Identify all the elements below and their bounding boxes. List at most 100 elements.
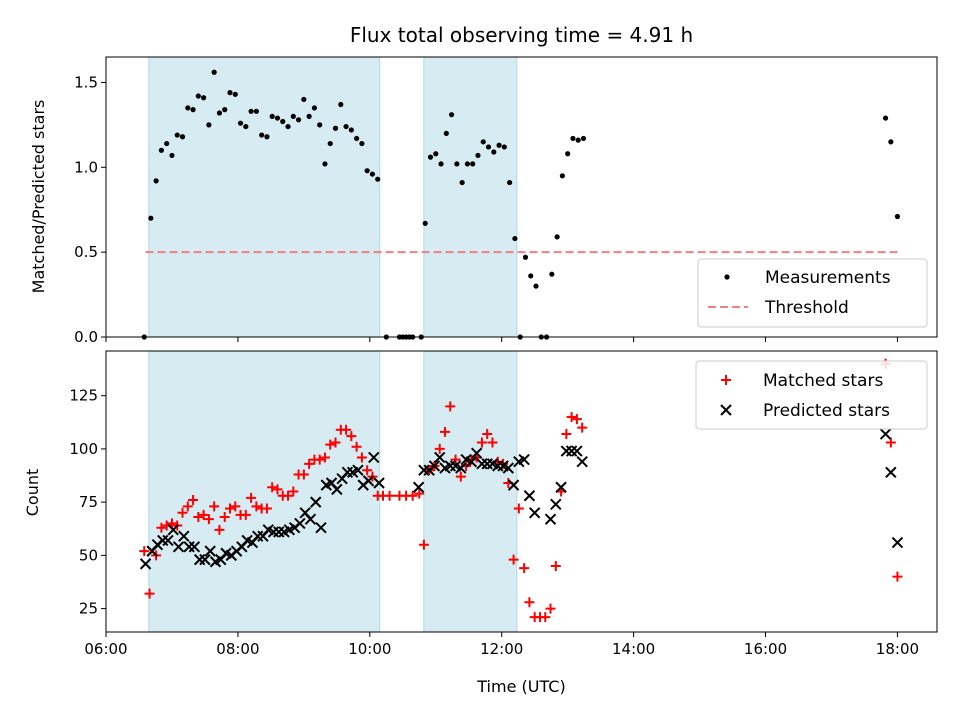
- predicted-star-point: [523, 490, 536, 502]
- bottom-x-tick-label: 18:00: [876, 640, 919, 658]
- bottom-y-tick-label: 25: [79, 600, 98, 618]
- measurement-point: [311, 105, 318, 111]
- top-y-axis-label: Matched/Predicted stars: [29, 100, 48, 294]
- predicted-star-point: [139, 558, 152, 570]
- matched-star-point: [314, 454, 325, 465]
- predicted-star-point: [162, 534, 174, 547]
- matched-star-point: [513, 503, 524, 514]
- measurement-point: [306, 113, 312, 119]
- measurement-point: [179, 134, 186, 140]
- matched-star-point: [288, 486, 299, 497]
- top-y-tick-label: 1.0: [74, 158, 98, 176]
- measurement-point: [443, 130, 449, 136]
- matched-star-point: [407, 490, 418, 501]
- bottom-x-tick-label: 12:00: [480, 640, 523, 658]
- predicted-star-point: [470, 447, 483, 459]
- measurement-point: [237, 120, 244, 126]
- top-y-tick-label: 0.5: [74, 243, 98, 261]
- measurement-point: [264, 134, 270, 140]
- measurement-point: [185, 105, 191, 111]
- predicted-star-point: [555, 481, 567, 493]
- matched-star-point: [561, 429, 572, 440]
- measurement-point: [496, 142, 502, 148]
- predicted-star-point: [891, 536, 904, 549]
- measurement-point: [153, 178, 159, 184]
- bottom-axes-frame: [105, 350, 938, 633]
- matched-star-point: [224, 503, 235, 514]
- predicted-star-point: [167, 524, 179, 536]
- measurement-point: [354, 135, 360, 142]
- predicted-star-point: [368, 451, 380, 464]
- predicted-star-point: [352, 464, 364, 476]
- matched-star-point: [251, 501, 262, 512]
- matched-star-point: [319, 452, 330, 463]
- matched-star-point: [384, 490, 395, 501]
- measurement-point: [464, 161, 471, 167]
- matched-star-point: [418, 539, 429, 550]
- measurement-point: [359, 140, 365, 147]
- measurement-point: [375, 176, 381, 182]
- predicted-star-point: [204, 545, 216, 557]
- predicted-star-point: [199, 553, 211, 566]
- matched-star-point: [346, 431, 357, 442]
- matched-star-point: [203, 514, 214, 525]
- matched-star-point: [545, 603, 556, 614]
- bottom-y-tick-label: 100: [69, 440, 98, 458]
- measurement-point: [522, 254, 529, 260]
- top-shaded-interval: [423, 56, 518, 338]
- measurement-point: [528, 273, 534, 279]
- measurement-point: [427, 154, 434, 160]
- matched-star-point: [325, 439, 336, 450]
- matched-star-point: [439, 426, 450, 437]
- matched-star-point: [283, 490, 294, 501]
- matched-star-point: [571, 414, 582, 425]
- matched-star-point: [892, 571, 903, 582]
- bottom-x-tick-label: 08:00: [216, 640, 259, 658]
- predicted-star-point: [528, 507, 541, 519]
- measurement-point: [882, 115, 889, 121]
- bottom-y-tick-label: 50: [79, 546, 98, 564]
- matched-star-point: [455, 471, 466, 482]
- predicted-star-point: [571, 445, 583, 457]
- matched-star-point: [298, 469, 309, 480]
- matched-star-point: [577, 422, 588, 433]
- measurement-point: [169, 152, 175, 159]
- measurement-point: [269, 113, 275, 119]
- matched-star-point: [482, 429, 493, 440]
- measurement-point: [438, 161, 444, 167]
- bottom-legend-box: [695, 360, 928, 430]
- matched-star-point: [246, 492, 257, 503]
- matched-star-point: [519, 563, 530, 574]
- top-y-tick-label: 1.5: [74, 73, 98, 91]
- measurement-point: [206, 122, 212, 128]
- measurement-point: [243, 123, 249, 130]
- matched-star-point: [885, 437, 896, 448]
- matched-star-point: [230, 501, 241, 512]
- matched-star-point: [166, 518, 177, 529]
- measurement-point: [216, 110, 223, 116]
- predicted-star-point: [178, 530, 190, 542]
- measurement-point: [448, 112, 455, 118]
- predicted-star-point: [507, 479, 520, 491]
- bottom-y-tick-label: 125: [69, 387, 98, 405]
- bottom-y-tick-label: 75: [79, 493, 98, 511]
- predicted-star-point: [172, 541, 185, 553]
- matched-star-point: [198, 509, 209, 520]
- matched-star-point: [362, 465, 373, 476]
- top-shaded-interval: [148, 56, 381, 338]
- predicted-star-point: [518, 453, 530, 466]
- measurement-point: [501, 144, 507, 150]
- measurement-point: [164, 140, 170, 147]
- measurement-point: [480, 139, 486, 145]
- legend-threshold-label: Threshold: [764, 298, 849, 318]
- matched-star-point: [193, 512, 204, 523]
- matched-star-point: [566, 411, 577, 422]
- measurement-point: [533, 283, 539, 289]
- legend-matched-marker: [721, 375, 731, 385]
- predicted-star-point: [331, 483, 343, 496]
- matched-star-point: [304, 458, 315, 469]
- bottom-shaded-interval: [423, 350, 518, 633]
- matched-star-point: [177, 507, 188, 518]
- legend-measurement-marker: [724, 274, 730, 280]
- matched-star-point: [414, 488, 425, 499]
